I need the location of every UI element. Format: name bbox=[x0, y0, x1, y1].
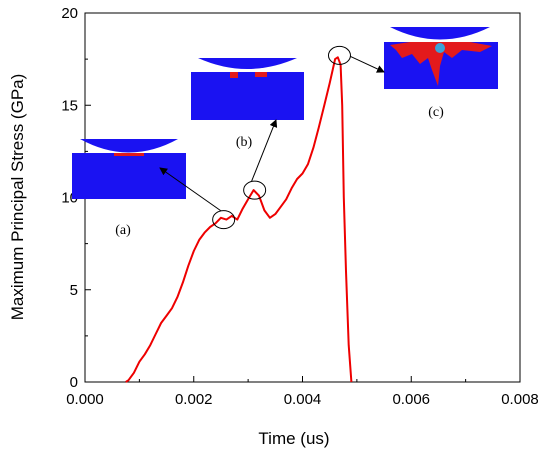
inset-b-block bbox=[191, 72, 304, 120]
marker-arrow bbox=[159, 167, 221, 212]
y-tick-label: 0 bbox=[70, 374, 78, 391]
inset-b-damage-1 bbox=[230, 72, 238, 78]
x-tick-label: 0.008 bbox=[501, 391, 539, 408]
y-tick-label: 20 bbox=[61, 5, 78, 22]
marker-arrow bbox=[251, 119, 278, 182]
inset-b-damage-2 bbox=[255, 72, 267, 77]
y-tick-label: 5 bbox=[70, 282, 78, 299]
inset-image-a bbox=[72, 139, 186, 199]
marker-label-a: (a) bbox=[115, 223, 131, 238]
marker-label-c: (c) bbox=[428, 105, 444, 120]
x-axis-ticks: 0.000 0.002 0.004 0.006 0.008 bbox=[66, 376, 539, 408]
y-axis-title: Maximum Principal Stress (GPa) bbox=[8, 74, 27, 321]
x-tick-label: 0.006 bbox=[392, 391, 430, 408]
inset-c-damage bbox=[390, 42, 492, 86]
inset-b-indenter bbox=[198, 58, 297, 69]
series-line-stress bbox=[125, 56, 353, 383]
marker-arrow bbox=[350, 55, 385, 73]
inset-a-block bbox=[72, 153, 186, 199]
inset-c-core bbox=[435, 43, 445, 53]
x-axis-title: Time (us) bbox=[258, 429, 329, 448]
marker-annotations bbox=[159, 45, 385, 230]
marker-circle bbox=[212, 210, 236, 230]
x-tick-label: 0.000 bbox=[66, 391, 104, 408]
marker-circle bbox=[243, 180, 267, 200]
marker-circle bbox=[327, 45, 351, 65]
x-tick-label: 0.002 bbox=[175, 391, 213, 408]
marker-label-b: (b) bbox=[236, 135, 253, 150]
inset-a-damage bbox=[114, 153, 144, 156]
y-tick-label: 15 bbox=[61, 97, 78, 114]
inset-c-indenter bbox=[390, 27, 490, 40]
inset-image-b bbox=[191, 58, 304, 120]
x-tick-label: 0.004 bbox=[284, 391, 322, 408]
inset-image-c bbox=[384, 27, 498, 89]
inset-a-indenter bbox=[80, 139, 178, 153]
